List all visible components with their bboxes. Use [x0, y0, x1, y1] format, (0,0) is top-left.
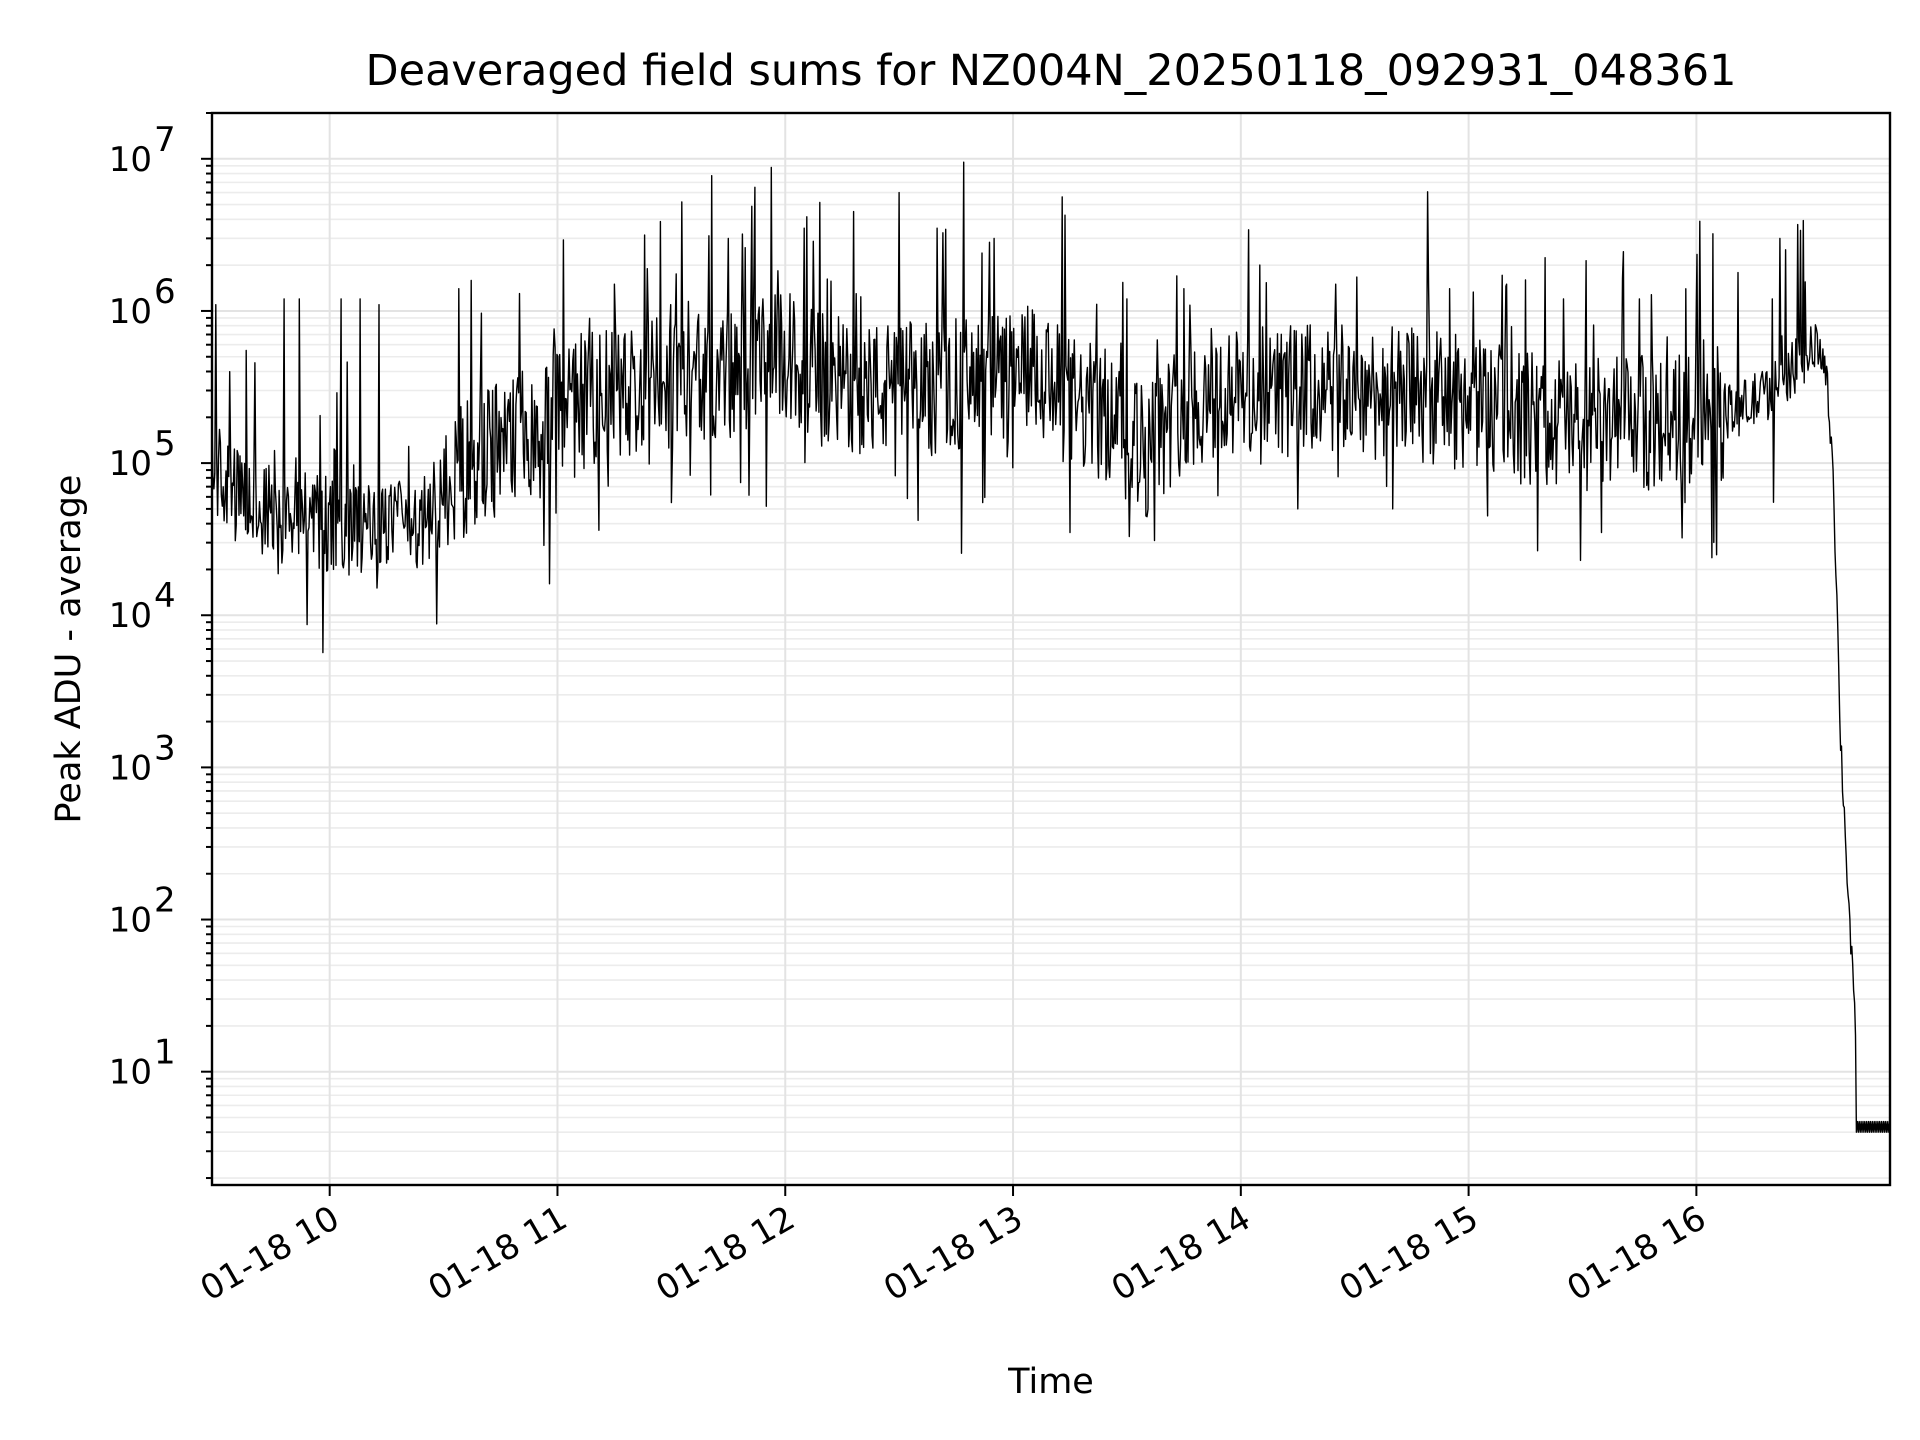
x-axis-label: Time: [1007, 1362, 1094, 1402]
y-tick-label: 10 7: [109, 120, 176, 180]
y-tick-label-exponent: 5: [154, 424, 176, 464]
y-tick-label-exponent: 7: [154, 120, 176, 160]
y-tick-label: 10 2: [109, 881, 176, 941]
y-tick-label-exponent: 6: [154, 272, 176, 312]
y-tick-label-base: 10: [109, 748, 152, 788]
y-tick-label-base: 10: [109, 292, 152, 332]
y-tick-label-exponent: 4: [154, 576, 176, 616]
y-tick-label: 10 4: [109, 576, 176, 636]
series-line: [211, 161, 1891, 1133]
y-tick-label-exponent: 3: [154, 728, 176, 768]
y-tick-label-base: 10: [109, 140, 152, 180]
y-tick-label: 10 5: [109, 424, 176, 484]
y-tick-label-exponent: 1: [154, 1033, 176, 1073]
y-tick-label-base: 10: [109, 596, 152, 636]
y-tick-label-exponent: 2: [154, 881, 176, 921]
y-tick-label-base: 10: [109, 1053, 152, 1093]
y-tick-label: 10 1: [109, 1033, 176, 1093]
y-tick-label-base: 10: [109, 901, 152, 941]
y-axis-label: Peak ADU - average: [49, 475, 89, 824]
y-tick-label-base: 10: [109, 444, 152, 484]
grid: [212, 112, 1890, 1185]
y-tick-label: 10 3: [109, 728, 176, 788]
series-line-layer: [211, 161, 1891, 1133]
y-tick-label: 10 6: [109, 272, 176, 332]
chart-title: Deaveraged field sums for NZ004N_2025011…: [366, 46, 1737, 96]
